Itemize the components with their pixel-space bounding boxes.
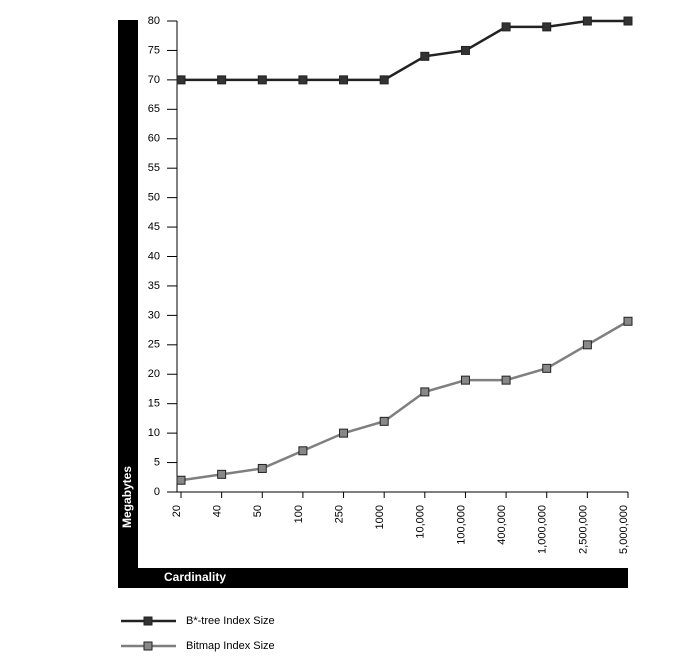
y-axis-label: Megabytes <box>120 466 134 528</box>
data-point <box>298 75 308 85</box>
data-point <box>501 22 511 32</box>
data-point <box>542 22 552 32</box>
data-point <box>339 428 349 438</box>
x-tick-label: 5,000,000 <box>618 505 630 554</box>
data-point <box>623 16 633 26</box>
y-label-bar <box>118 20 138 588</box>
y-tick-label: 0 <box>154 486 160 498</box>
data-point <box>460 45 470 55</box>
data-point <box>460 375 470 385</box>
data-point <box>420 51 430 61</box>
x-label-bar <box>118 568 628 588</box>
x-tick-label: 100,000 <box>455 505 467 545</box>
x-tick-label: 250 <box>333 505 345 523</box>
legend-marker <box>143 616 153 626</box>
x-tick-label: 40 <box>212 505 224 517</box>
data-point <box>176 475 186 485</box>
y-tick-label: 45 <box>148 221 160 233</box>
x-tick-label: 400,000 <box>496 505 508 545</box>
series-line <box>181 19 628 82</box>
x-tick-label: 50 <box>252 505 264 517</box>
data-point <box>217 75 227 85</box>
data-point <box>582 16 592 26</box>
data-point <box>257 75 267 85</box>
y-tick-label: 60 <box>148 133 160 145</box>
data-point <box>257 463 267 473</box>
legend-marker <box>143 641 153 651</box>
x-tick-label: 1000 <box>374 505 386 529</box>
x-tick-label: 100 <box>293 505 305 523</box>
legend-label: Bitmap Index Size <box>186 640 275 652</box>
legend-label: B*-tree Index Size <box>186 615 275 627</box>
x-tick-label: 1,000,000 <box>537 505 549 554</box>
x-tick-label: 20 <box>171 505 183 517</box>
data-point <box>501 375 511 385</box>
y-tick-label: 15 <box>148 398 160 410</box>
y-tick-label: 30 <box>148 309 160 321</box>
data-point <box>339 75 349 85</box>
y-tick-label: 25 <box>148 339 160 351</box>
data-point <box>379 75 389 85</box>
y-tick-label: 75 <box>148 44 160 56</box>
y-tick-label: 35 <box>148 280 160 292</box>
data-point <box>542 363 552 373</box>
y-tick-label: 55 <box>148 162 160 174</box>
x-axis-label: Cardinality <box>164 570 226 584</box>
y-tick-label: 5 <box>154 456 160 468</box>
data-point <box>176 75 186 85</box>
data-point <box>298 446 308 456</box>
x-tick-label: 2,500,000 <box>577 505 589 554</box>
data-point <box>379 416 389 426</box>
data-point <box>623 316 633 326</box>
data-point <box>217 469 227 479</box>
y-tick-label: 65 <box>148 103 160 115</box>
y-tick-label: 80 <box>148 15 160 27</box>
y-tick-label: 20 <box>148 368 160 380</box>
y-tick-label: 50 <box>148 192 160 204</box>
y-tick-label: 70 <box>148 74 160 86</box>
series-line <box>180 320 629 482</box>
x-tick-label: 10,000 <box>415 505 427 539</box>
data-point <box>420 387 430 397</box>
y-tick-label: 10 <box>148 427 160 439</box>
data-point <box>582 340 592 350</box>
y-tick-label: 40 <box>148 250 160 262</box>
